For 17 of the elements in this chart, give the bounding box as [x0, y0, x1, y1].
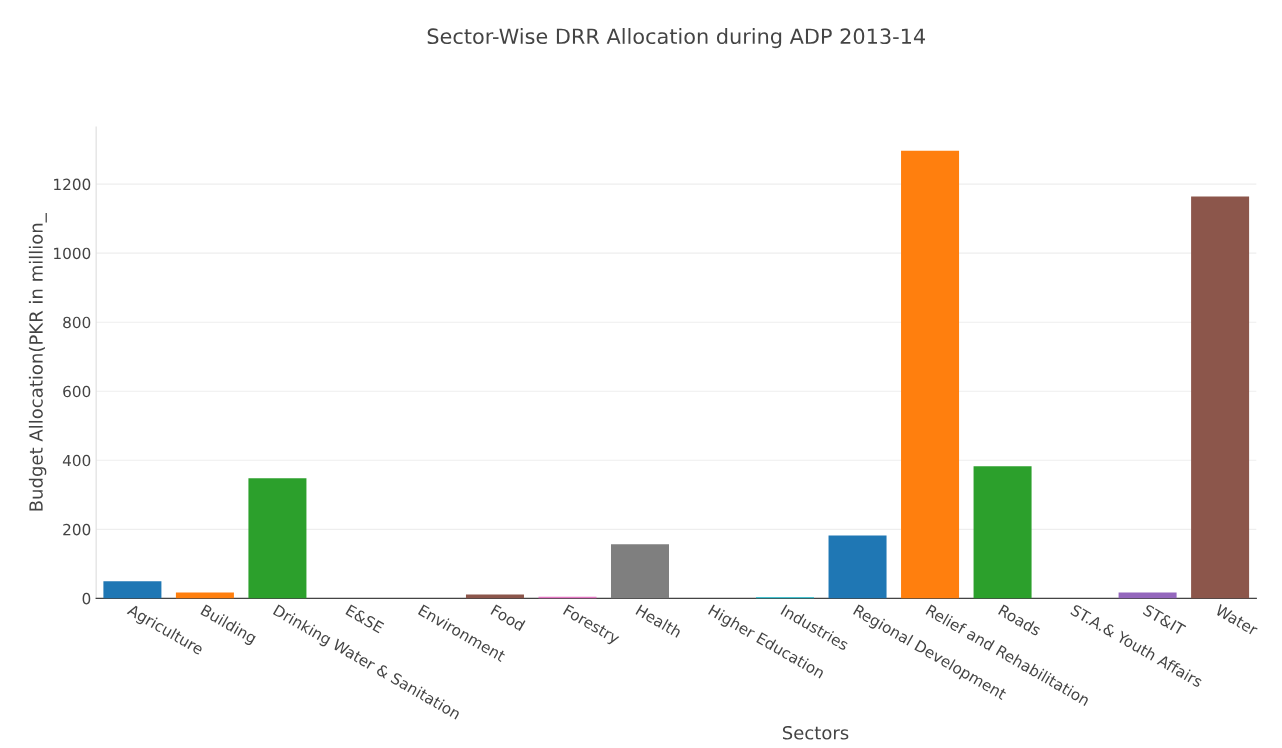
- y-tick-label: 800: [63, 316, 91, 329]
- y-tick-label: 1200: [54, 178, 91, 191]
- y-tick-label: 400: [62, 454, 91, 467]
- bar: [610, 544, 669, 599]
- bar: [1191, 196, 1250, 599]
- y-axis-title: Budget Allocation(PKR in million_: [28, 213, 47, 511]
- bar: [901, 150, 960, 599]
- y-tick-label: 1000: [54, 247, 91, 260]
- y-tick-label: 600: [63, 385, 91, 398]
- y-tick-label: 0: [82, 592, 91, 605]
- bar: [973, 466, 1032, 599]
- bar: [103, 581, 162, 599]
- y-tick-label: 200: [63, 523, 91, 536]
- chart-title: Sector-Wise DRR Allocation during ADP 2013-14: [427, 28, 926, 49]
- x-axis-title: Sectors: [782, 725, 849, 740]
- bar: [248, 478, 307, 599]
- bar: [828, 535, 887, 599]
